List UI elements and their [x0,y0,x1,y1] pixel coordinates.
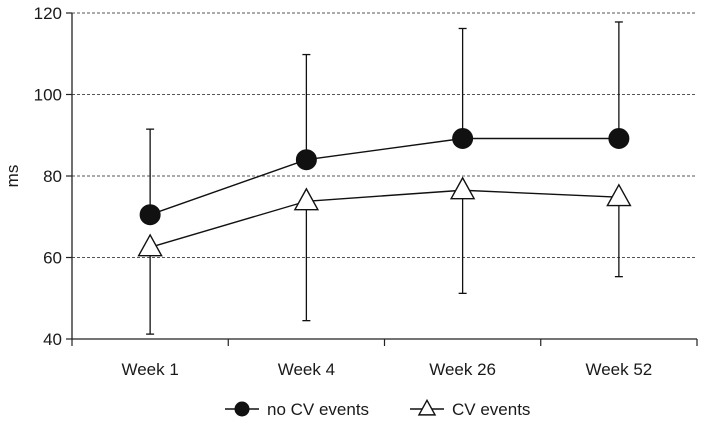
legend: no CV events CV events [225,398,530,419]
x-tick-label: Week 52 [585,360,652,379]
marker-no-cv-events [139,204,161,226]
series-line-no-cv-events [149,137,619,216]
legend-marker-no-cv-events [234,401,250,417]
legend-marker-cv-events [417,398,437,416]
series-markers [137,128,632,257]
y-tick-label: 120 [34,4,62,23]
y-tick-label: 40 [43,330,62,349]
x-tick-label: Week 1 [121,360,178,379]
x-tick-label: Week 4 [278,360,335,379]
gridlines [72,12,697,258]
y-axis-title: ms [3,165,22,188]
tick-labels: 40 60 80 100 120 Week 1 Week 4 Week 26 Week 52 [34,4,653,379]
series-line-cv-events [149,189,619,248]
marker-no-cv-events [608,128,630,150]
series-lines [149,137,619,248]
y-tick-label: 80 [43,167,62,186]
y-tick-label: 100 [34,86,62,105]
marker-no-cv-events [452,128,474,150]
marker-cv-events [137,233,163,257]
marker-cv-events [293,187,320,211]
error-bars [146,21,623,335]
marker-no-cv-events [295,149,317,171]
x-tick-label: Week 26 [429,360,496,379]
y-tick-label: 60 [43,249,62,268]
marker-cv-events [449,176,476,200]
legend-label: CV events [452,400,530,419]
marker-cv-events [606,183,632,207]
axes [66,12,698,346]
legend-label: no CV events [267,400,369,419]
